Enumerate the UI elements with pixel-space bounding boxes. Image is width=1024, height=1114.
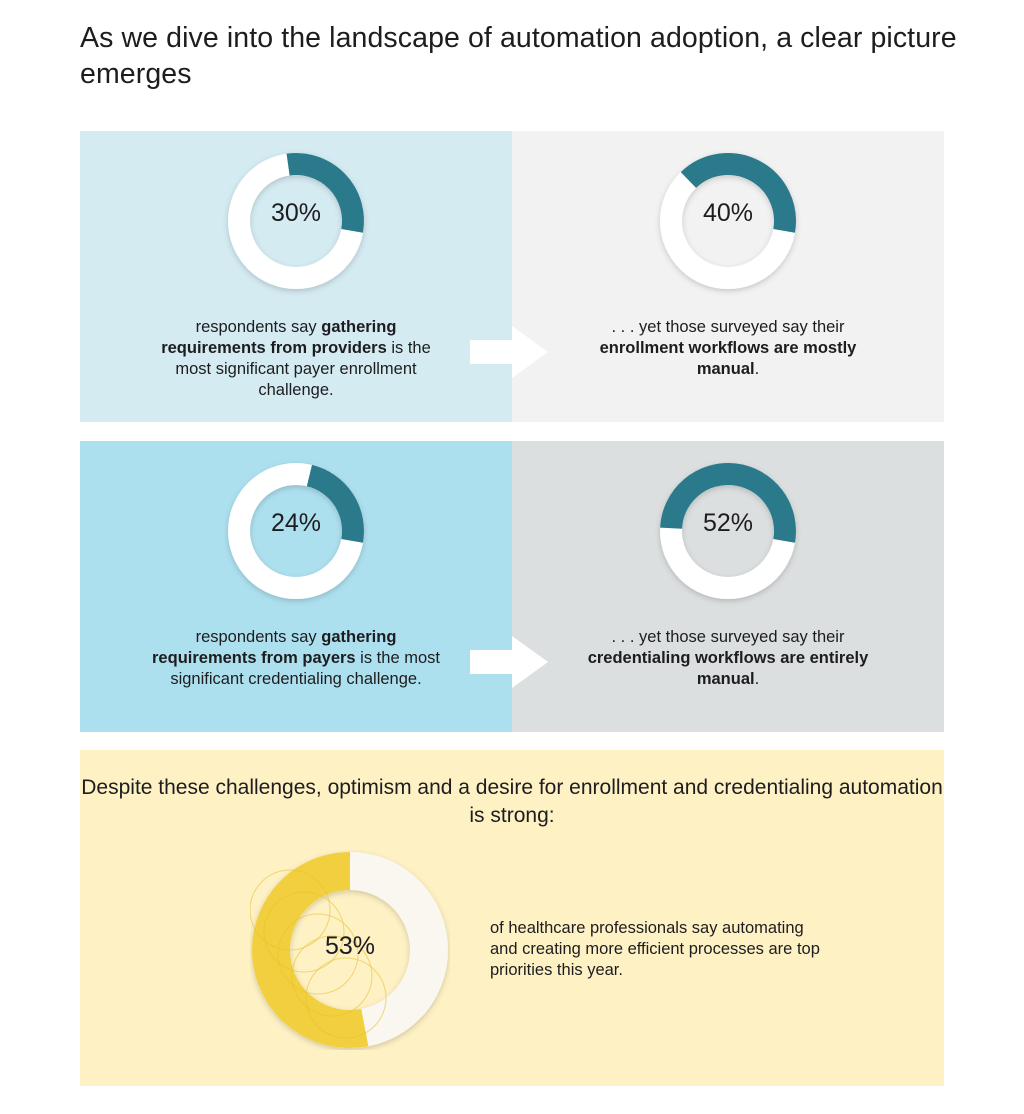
arrow-right-icon [470,636,548,688]
stat-panel-providers: 30% respondents say gathering requiremen… [80,131,512,422]
donut-value-slice [252,852,369,1048]
donut-value-slice [660,463,796,543]
donut-chart-40: 40% [658,151,798,291]
stat-caption: . . . yet those surveyed say their crede… [587,628,869,688]
optimism-caption: of healthcare professionals say automati… [490,919,820,979]
page-title: As we dive into the landscape of automat… [80,22,957,90]
donut-pct-label: 52% [702,508,754,537]
stat-panel-payers: 24% respondents say gathering requiremen… [80,441,512,732]
stat-caption: respondents say gathering requirements f… [152,628,440,688]
donut-chart-52: 52% [658,461,798,601]
decorative-pattern-arc [291,935,373,1017]
donut-chart-30: 30% [226,151,366,291]
optimism-panel: Despite these challenges, optimism and a… [80,750,944,1086]
donut-pct-label: 24% [270,508,322,537]
arrow-right-icon [470,326,548,378]
optimism-title: Despite these challenges, optimism and a… [81,776,943,827]
donut-chart-24: 24% [226,461,366,601]
stat-caption: respondents say gathering requirements f… [161,318,431,399]
decorative-pattern-arc [277,913,359,995]
donut-chart-53: 53% [250,850,450,1050]
stat-panel-enrollment-manual: 40% . . . yet those surveyed say their e… [512,131,944,422]
donut-value-slice [680,153,796,233]
donut-pct-label: 40% [702,198,754,227]
decorative-pattern-arc [263,891,345,973]
donut-value-slice [286,153,364,233]
donut-pct-label: 30% [270,198,322,227]
stat-caption: . . . yet those surveyed say their enrol… [599,318,857,378]
stat-panel-credentialing-manual: 52% . . . yet those surveyed say their c… [512,441,944,732]
decorative-pattern-arc [250,869,331,951]
donut-pct-label: 53% [324,931,376,960]
donut-value-slice [306,464,364,543]
decorative-pattern-arc [305,957,387,1039]
